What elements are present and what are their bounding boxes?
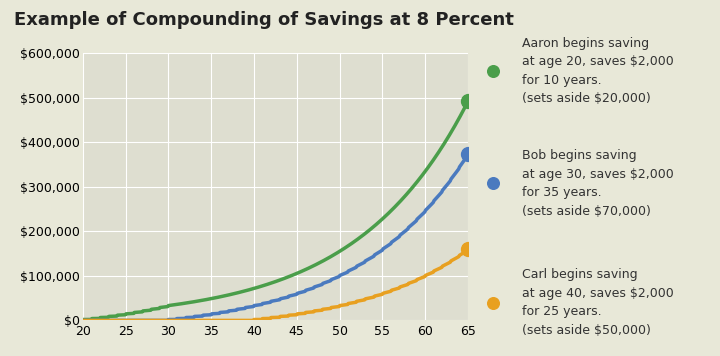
Point: [462, 151, 474, 157]
Text: Aaron begins saving
at age 20, saves $2,000
for 10 years.
(sets aside $20,000): Aaron begins saving at age 20, saves $2,…: [521, 37, 673, 105]
Point: [462, 99, 474, 104]
Text: Bob begins saving
at age 30, saves $2,000
for 35 years.
(sets aside $70,000): Bob begins saving at age 30, saves $2,00…: [521, 149, 673, 218]
Text: Example of Compounding of Savings at 8 Percent: Example of Compounding of Savings at 8 P…: [14, 11, 514, 29]
Point: [462, 246, 474, 252]
Text: Carl begins saving
at age 40, saves $2,000
for 25 years.
(sets aside $50,000): Carl begins saving at age 40, saves $2,0…: [521, 268, 673, 337]
